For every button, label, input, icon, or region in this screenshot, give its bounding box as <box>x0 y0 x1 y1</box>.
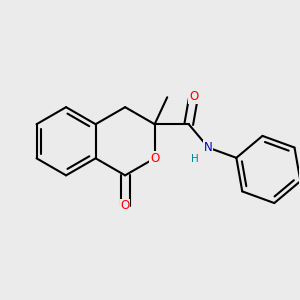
Text: H: H <box>191 154 199 164</box>
Text: O: O <box>150 152 159 165</box>
Text: N: N <box>204 141 213 154</box>
Text: O: O <box>121 200 130 212</box>
Text: O: O <box>189 90 198 103</box>
